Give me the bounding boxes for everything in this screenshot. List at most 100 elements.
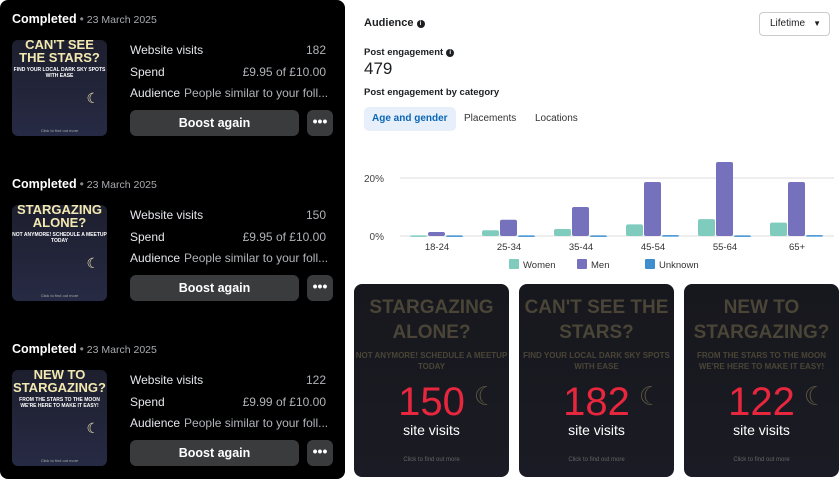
x-tick-label: 55-64 [713,242,737,253]
moon-icon: ☾ [473,381,497,411]
bar-unknown [446,235,463,237]
by-category-heading: Post engagement by category [364,87,500,98]
legend-swatch [509,259,519,269]
engagement-value: 479 [364,59,393,78]
thumb-cta: Click to find out more [40,128,79,133]
bar-men [788,182,805,236]
legend-label: Unknown [659,260,699,271]
promo-cta: Click to find out more [403,457,460,463]
bar-women [698,219,715,236]
visits-value: 122 [305,373,326,387]
audience-label: Audience [130,86,181,100]
tab-age-and-gender[interactable]: Age and gender [364,107,456,131]
promo-subtext: NOT ANYMORE! SCHEDULE A MEETUP TODAY [355,351,508,371]
promo-number: 182 [563,380,630,424]
y-tick-label: 0% [370,232,385,243]
bar-men [428,231,445,236]
legend-label: Women [523,260,556,271]
bar-men [716,162,733,236]
moon-icon: ☾ [86,90,99,106]
thumb-headline: CAN'T SEE THE STARS? [19,40,100,65]
info-icon[interactable]: i [446,49,455,57]
promo-number: 150 [398,380,465,424]
info-icon[interactable]: i [416,20,425,28]
promo-unit: site visits [403,422,460,438]
boost-again-button[interactable]: Boost again [130,440,299,466]
visits-row: Website visits 122 [130,373,326,387]
thumb-cta: Click to find out more [40,458,79,463]
tab-locations[interactable]: Locations [535,113,578,124]
promo-number: 122 [728,380,795,424]
visits-value: 182 [305,43,326,57]
ad-thumbnail[interactable]: CAN'T SEE THE STARS? FIND YOUR LOCAL DARK… [12,40,107,136]
status-label: Completed [12,342,77,356]
promo-cta: Click to find out more [733,457,790,463]
promo-headline: CAN'T SEE THE STARS? [524,297,669,343]
thumb-subtext: NOT ANYMORE! SCHEDULE A MEETUP TODAY [12,232,107,244]
status-label: Completed [12,12,77,26]
campaign-card: Completed • 23 March 2025 STARGAZING ALONE… [0,165,345,330]
spend-label: Spend [130,395,165,409]
spend-label: Spend [130,230,165,244]
bar-women [626,224,643,236]
audience-row: Audience People similar to your foll... [130,251,329,265]
bar-unknown [806,235,823,237]
visits-label: Website visits [130,373,204,387]
ad-thumbnail[interactable]: NEW TO STARGAZING? FROM THE STARS TO THE … [12,370,107,466]
bar-men [572,207,589,236]
bar-women [482,230,499,236]
x-tick-label: 25-34 [497,242,521,253]
bar-unknown [518,235,535,237]
campaign-status: Completed • 23 March 2025 [12,12,157,26]
campaign-card: Completed • 23 March 2025 CAN'T SEE THE ST… [0,0,345,165]
moon-icon: ☾ [86,255,99,271]
spend-value: £9.95 of £10.00 [242,230,326,244]
caret-down-icon: ▼ [813,19,821,28]
boosted-posts-panel: Completed • 23 March 2025 CAN'T SEE THE ST… [0,0,345,479]
moon-icon: ☾ [86,420,99,436]
bar-men [644,182,661,236]
audience-row: Audience People similar to your foll... [130,86,328,100]
boost-again-button[interactable]: Boost again [130,110,299,136]
promo-unit: site visits [568,422,625,438]
period-dropdown[interactable]: Lifetime ▼ [759,12,830,36]
legend-swatch [577,259,587,269]
audience-label: Audience [130,416,181,430]
moon-icon: ☾ [638,381,662,411]
more-options-button[interactable]: ••• [307,110,333,136]
more-options-button[interactable]: ••• [307,440,333,466]
thumb-subtext: FROM THE STARS TO THE MOON WE'RE HERE TO… [19,397,100,409]
thumb-subtext: FIND YOUR LOCAL DARK SKY SPOTS WITH EASE [13,67,106,79]
audience-label: Audience [130,251,181,265]
promo-subtext: FIND YOUR LOCAL DARK SKY SPOTS WITH EASE [523,351,670,371]
more-options-button[interactable]: ••• [307,275,333,301]
legend-swatch [645,259,655,269]
campaign-card: Completed • 23 March 2025 NEW TO STARGAZIN… [0,330,345,495]
promo-image-card: NEW TO STARGAZING? FROM THE STARS TO THE … [684,284,839,477]
bar-unknown [590,235,607,237]
campaign-date: 23 March 2025 [86,344,157,356]
bar-unknown [662,235,679,237]
campaign-date: 23 March 2025 [86,179,157,191]
boost-again-button[interactable]: Boost again [130,275,299,301]
bar-women [554,229,571,236]
y-tick-label: 20% [364,174,384,185]
spend-value: £9.95 of £10.00 [242,65,326,79]
x-tick-label: 65+ [789,242,806,253]
spend-value: £9.99 of £10.00 [242,395,326,409]
promo-image-card: STARGAZING ALONE? NOT ANYMORE! SCHEDULE A… [354,284,509,477]
tab-placements[interactable]: Placements [464,113,517,124]
period-value: Lifetime [770,18,806,29]
visits-label: Website visits [130,208,204,222]
age-gender-chart: 0% 20% 18-24 25-34 35-44 45-54 55-64 65+ Women Me… [364,162,834,271]
x-tick-label: 35-44 [569,242,593,253]
engagement-label: Post engagement [364,47,444,58]
ad-thumbnail[interactable]: STARGAZING ALONE? NOT ANYMORE! SCHEDULE A… [12,205,107,301]
audience-value: People similar to your foll... [184,251,329,265]
promo-subtext: FROM THE STARS TO THE MOON WE'RE HERE TO… [696,351,827,371]
audience-panel: Audience i Lifetime ▼ Post engagement i 479… [354,0,840,280]
bar-women [770,222,787,236]
thumb-cta: Click to find out more [40,293,79,298]
thumb-headline: STARGAZING ALONE? [17,205,102,230]
x-tick-label: 45-54 [641,242,665,253]
